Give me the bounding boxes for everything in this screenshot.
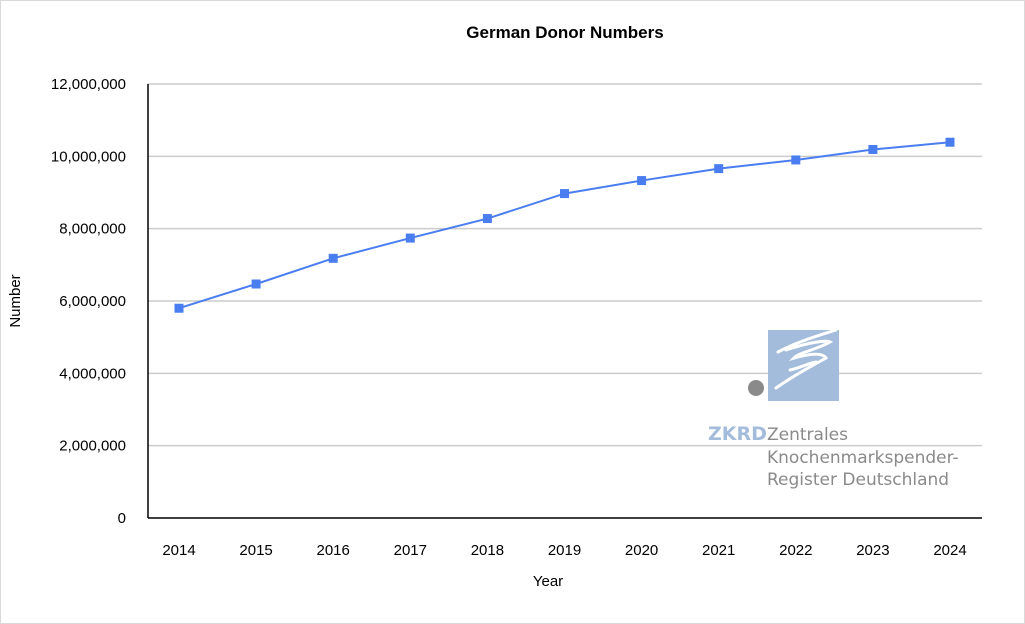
y-tick-label: 10,000,000 [51,148,126,165]
data-point [482,214,492,224]
x-axis-title: Year [533,573,563,590]
y-tick-labels: 0 2,000,000 4,000,000 6,000,000 8,000,000 10,… [51,76,126,527]
series-line [174,137,955,313]
gridlines [148,83,982,447]
y-tick-label: 0 [118,510,126,527]
x-tick-labels: 2014 2015 2016 2017 2018 2019 2020 2021 2022 2023… [162,542,966,559]
y-tick-label: 2,000,000 [59,438,126,455]
x-tick-label: 2016 [317,542,350,559]
logo-line-3: Register Deutschland [767,470,949,490]
logo-dot [748,380,764,396]
series-path [178,141,951,310]
y-tick-label: 4,000,000 [59,365,126,382]
x-tick-label: 2014 [162,542,195,559]
data-point [251,279,261,289]
data-point [868,144,878,154]
data-point [945,137,955,147]
x-tick-label: 2022 [779,542,812,559]
data-point [174,303,184,313]
data-point [405,233,415,243]
x-tick-label: 2017 [394,542,427,559]
y-tick-label: 12,000,000 [51,76,126,93]
data-point [714,164,724,174]
x-tick-label: 2018 [471,542,504,559]
y-tick-label: 8,000,000 [59,221,126,238]
x-tick-label: 2024 [933,542,966,559]
y-tick-label: 6,000,000 [59,293,126,310]
logo-abbreviation: ZKRD [708,423,767,445]
chart-title: German Donor Numbers [466,23,663,42]
data-point [560,189,569,199]
logo-swirl [774,328,838,390]
x-tick-label: 2015 [239,542,272,559]
data-point [791,155,801,165]
x-tick-label: 2020 [625,542,658,559]
y-axis-title: Number [7,274,24,327]
data-point [328,253,338,263]
watermark-logo: ZKRD Zentrales Knochenmarkspender- Regis… [708,328,959,490]
x-tick-label: 2019 [548,542,581,559]
x-tick-label: 2021 [702,542,735,559]
logo-line-1: Zentrales [767,425,848,445]
logo-line-2: Knochenmarkspender- [767,448,959,468]
x-tick-label: 2023 [856,542,889,559]
data-point [637,176,647,186]
